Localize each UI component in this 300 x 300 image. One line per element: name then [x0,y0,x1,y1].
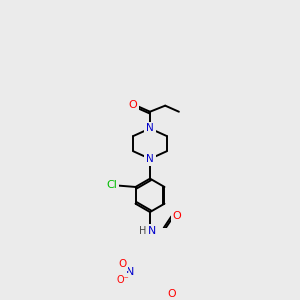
Text: O⁻: O⁻ [116,275,129,285]
Text: N: N [147,226,156,236]
Text: O: O [172,211,181,221]
Text: N: N [146,123,154,134]
Text: N: N [126,267,134,277]
Text: O: O [167,289,176,299]
Text: N: N [146,154,154,164]
Text: O: O [128,100,137,110]
Text: H: H [139,226,146,236]
Text: O: O [118,260,127,269]
Text: Cl: Cl [106,180,117,190]
